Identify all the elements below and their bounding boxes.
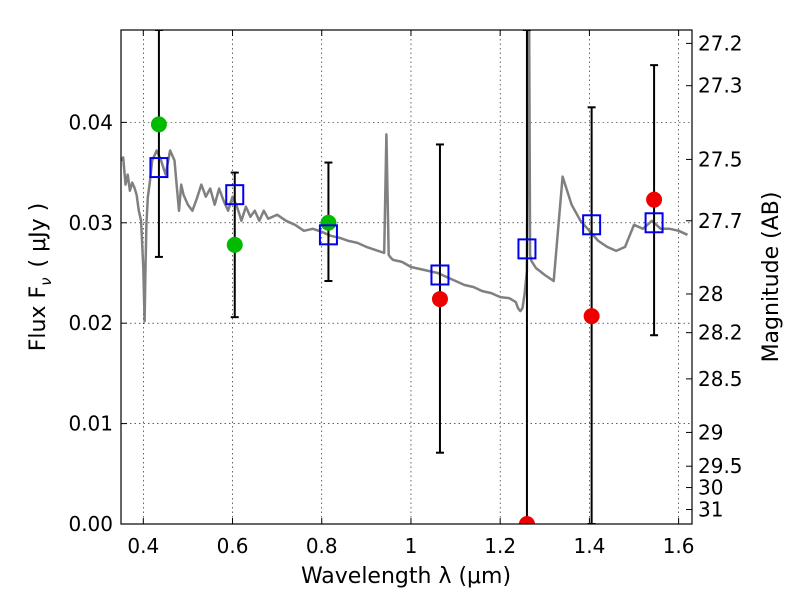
x-tick-label: 1.2 — [484, 534, 516, 558]
model-flux-point — [430, 264, 450, 286]
model-flux-point — [225, 184, 245, 206]
observed-ir-point — [518, 516, 535, 524]
magnitude-tick-label: 28.2 — [698, 321, 743, 345]
magnitude-tick-label: 27.2 — [698, 31, 743, 55]
observed-ir-point — [646, 191, 663, 208]
y-tick-label: 0.00 — [68, 512, 113, 536]
magnitude-tick-label: 28 — [698, 282, 723, 306]
y-tick-label: 0.01 — [68, 412, 113, 436]
model-flux-point — [644, 212, 664, 234]
observed-ir-point — [431, 291, 448, 308]
y-tick-label: 0.03 — [68, 211, 113, 235]
magnitude-tick-label: 27.5 — [698, 147, 743, 171]
x-tick-label: 0.6 — [217, 534, 249, 558]
magnitude-tick-label: 29 — [698, 420, 723, 444]
magnitude-tick-label: 28.5 — [698, 367, 743, 391]
plot-frame — [120, 29, 693, 525]
y-axis-label-group: Flux Fν ( μJy ) — [26, 203, 55, 351]
model-flux-point — [318, 224, 338, 246]
error-bars — [154, 30, 659, 524]
model-flux-point — [149, 157, 169, 179]
x-tick-label: 1.4 — [573, 534, 605, 558]
magnitude-axis-label-group: Magnitude (AB) — [759, 192, 784, 363]
y-axis-label-unit: ( μJy ) — [26, 203, 51, 268]
observed-optical-point — [226, 236, 243, 253]
magnitude-tick-label: 27.7 — [698, 209, 743, 233]
x-axis-label: Wavelength λ (μm) — [301, 564, 511, 589]
x-tick-label: 0.8 — [306, 534, 338, 558]
magnitude-tick-label: 27.3 — [698, 74, 743, 98]
y-tick-label: 0.02 — [68, 311, 113, 335]
magnitude-tick-label: 30 — [698, 476, 723, 500]
model-flux-point — [517, 238, 537, 260]
x-tick-label: 1.6 — [663, 534, 695, 558]
magnitude-tick-label: 29.5 — [698, 454, 743, 478]
x-tick-label: 1 — [405, 534, 418, 558]
y-axis-label: Flux Fν ( μJy ) — [26, 203, 55, 351]
magnitude-axis-label: Magnitude (AB) — [759, 192, 784, 363]
magnitude-tick-label: 31 — [698, 497, 723, 521]
grid — [121, 30, 692, 525]
model-flux-point — [582, 214, 602, 236]
plot-area — [121, 30, 689, 524]
y-axis-ticks: 0.00 0.01 0.02 0.03 0.04 — [68, 110, 127, 536]
observed-optical-point — [150, 116, 167, 133]
x-axis-ticks: 0.4 0.6 0.8 1 1.2 1.4 1.6 — [127, 30, 695, 558]
y-axis-label-subscript: ν — [37, 277, 55, 285]
observed-optical-point — [320, 214, 337, 231]
x-tick-label: 0.4 — [127, 534, 159, 558]
model-sed-line — [121, 30, 689, 323]
y-axis-label-text: Flux F — [26, 286, 51, 351]
y-tick-label: 0.04 — [68, 110, 113, 134]
data-points — [149, 116, 664, 524]
observed-ir-point — [583, 308, 600, 325]
